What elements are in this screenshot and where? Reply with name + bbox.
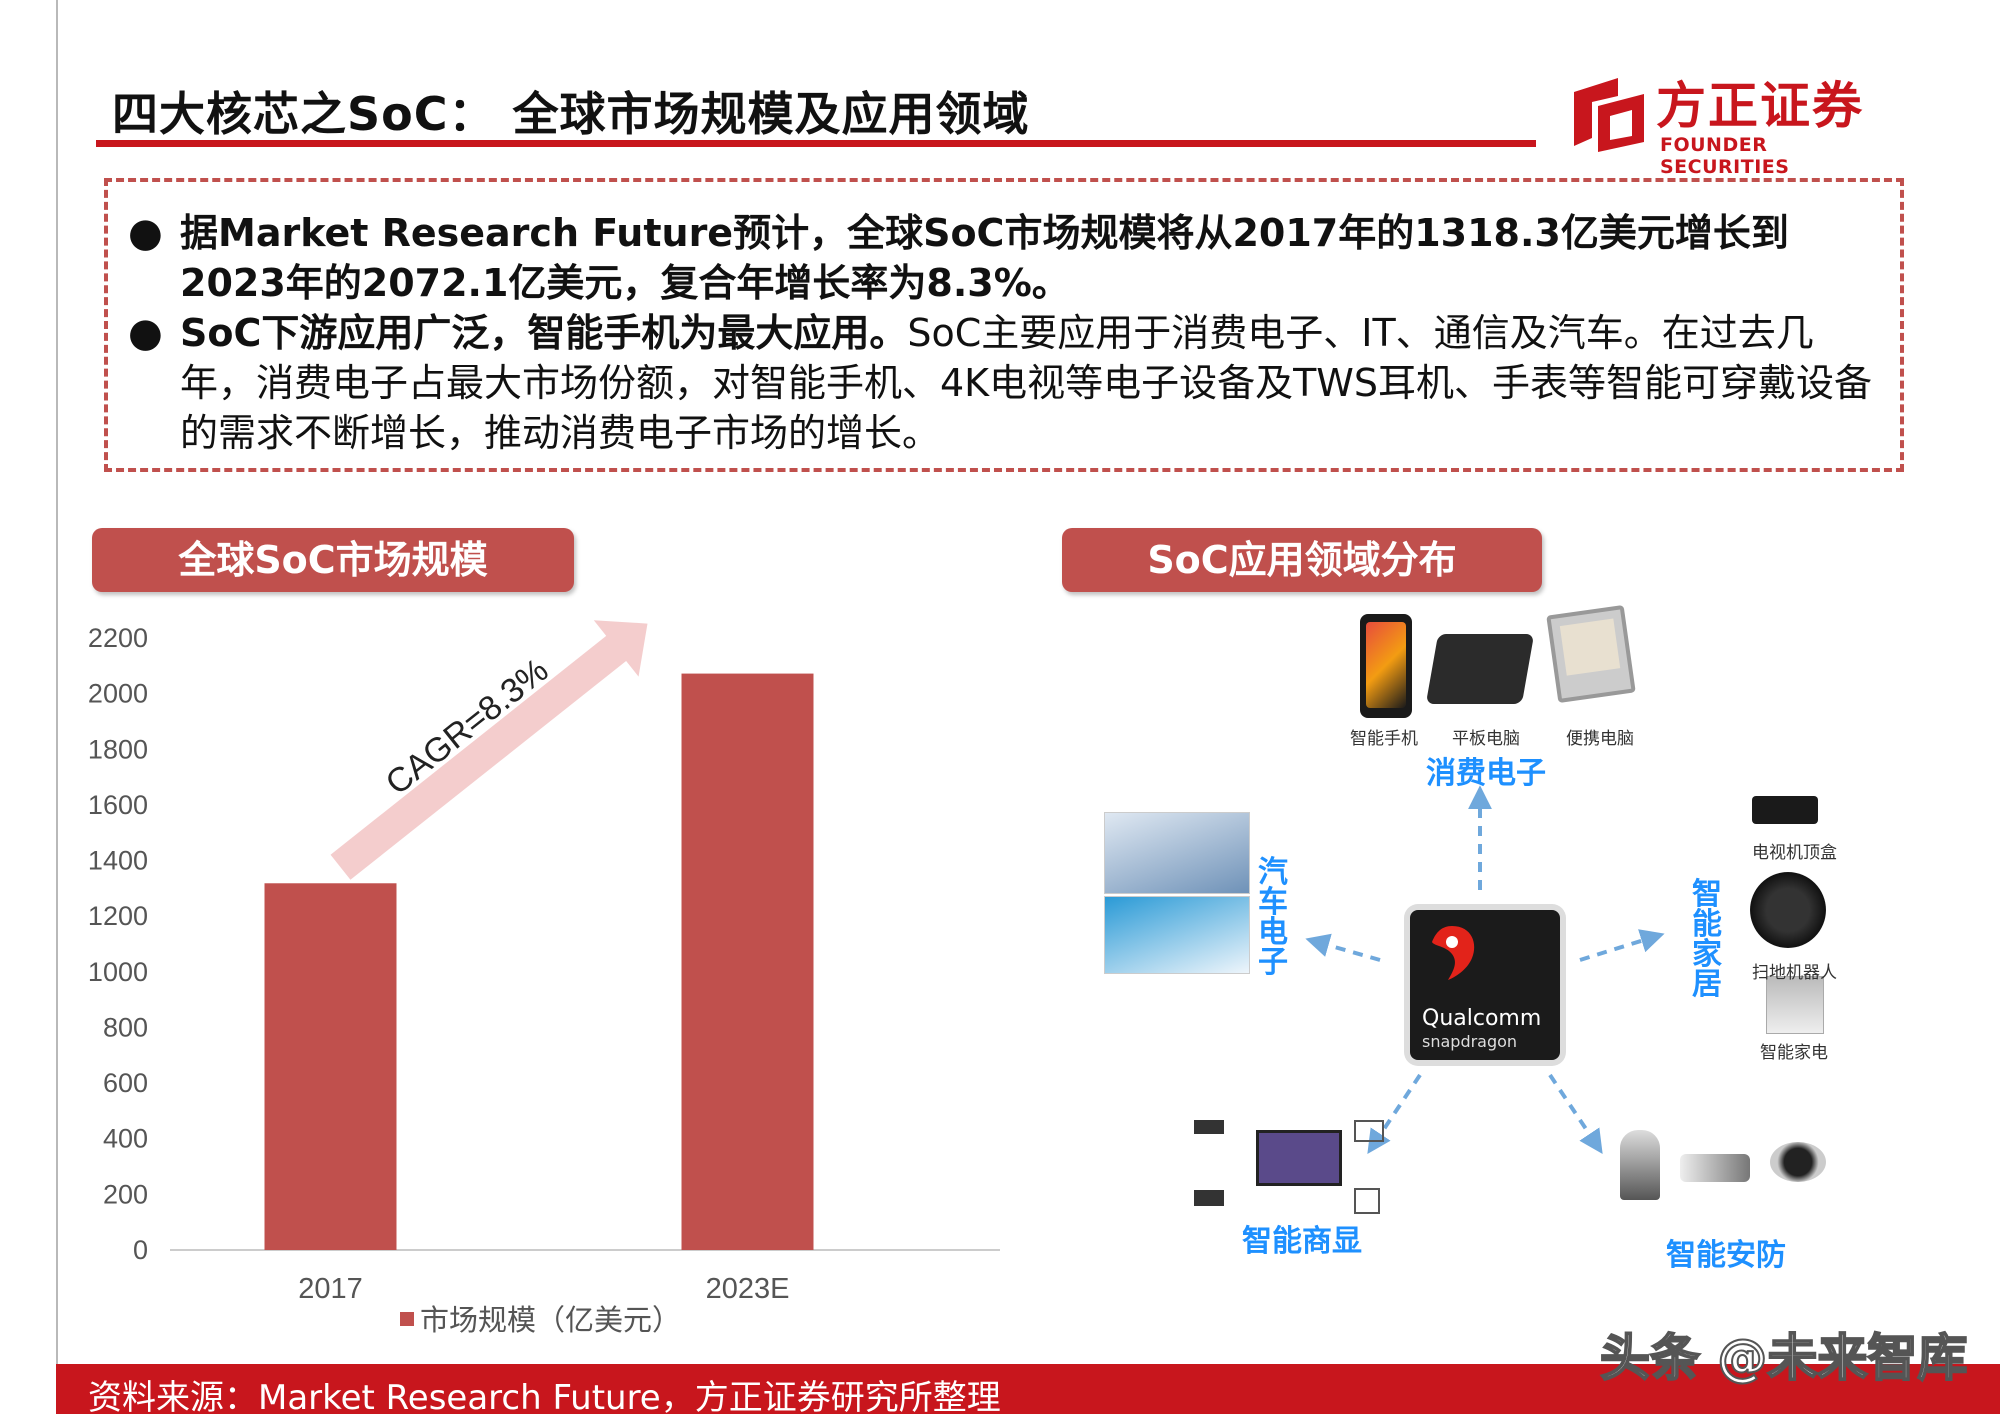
consumer-item-laptop: 便携电脑: [1566, 729, 1634, 749]
y-tick-label: 2200: [88, 623, 148, 653]
logo-name-cn: 方正证券: [1656, 77, 1864, 135]
founder-logo-icon: [1574, 78, 1644, 152]
bullet-2: SoC下游应用广泛，智能手机为最大应用。SoC主要应用于消费电子、IT、通信及汽…: [180, 308, 1880, 458]
footer-bar: 资料来源：Market Research Future，方正证券研究所整理: [56, 1364, 2000, 1418]
legend-label: 市场规模（亿美元）: [420, 1303, 681, 1337]
bar-2023E: [681, 673, 814, 1250]
chip-brand: Qualcomm: [1422, 1006, 1542, 1031]
logo-name-en: FOUNDER SECURITIES: [1660, 134, 1790, 178]
set-top-box-image: [1752, 796, 1818, 824]
watermark: 头条 @未来智库: [1599, 1328, 1968, 1388]
x-tick-label: 2017: [298, 1273, 363, 1305]
bullet-1-bold: 据Market Research Future预计，全球SoC市场规模将从201…: [180, 211, 1789, 305]
x-tick-label: 2023E: [706, 1273, 790, 1305]
y-tick-label: 400: [103, 1124, 148, 1154]
car-image-bottom: [1104, 896, 1250, 974]
left-border-line: [56, 0, 58, 1414]
y-tick-label: 200: [103, 1179, 148, 1209]
diagram-connectors: [1305, 785, 1665, 1154]
snapdragon-logo-icon: [1432, 926, 1475, 980]
robot-vacuum-image: [1750, 872, 1826, 948]
page-title: 四大核芯之SoC： 全球市场规模及应用领域: [112, 87, 1030, 141]
y-tick-label: 1200: [88, 901, 148, 931]
consumer-electronics-label: 消费电子: [1426, 756, 1546, 791]
y-tick-label: 1000: [88, 957, 148, 987]
y-tick-label: 600: [103, 1068, 148, 1098]
security-label: 智能安防: [1666, 1238, 1786, 1273]
car-image-top: [1104, 812, 1250, 894]
founder-securities-logo: 方正证券 FOUNDER SECURITIES: [1566, 72, 1886, 178]
snapdragon-chip: Qualcomm snapdragon: [1410, 910, 1560, 1060]
home-item-robot: 扫地机器人: [1752, 963, 1837, 983]
y-tick-label: 2000: [88, 679, 148, 709]
market-size-chart: 0 200 400 600 800 1000 1200 1400 1600 1800 2000 220…: [60, 600, 1020, 1360]
bullet-dot-icon: ●: [128, 210, 163, 256]
security-camera-images: [1620, 1130, 1860, 1210]
appliance-image: [1766, 976, 1824, 1034]
market-size-chart-svg: 0 200 400 600 800 1000 1200 1400 1600 1800 2000 220…: [88, 620, 1000, 1337]
tablet-image: [1425, 634, 1535, 704]
y-tick-label: 800: [103, 1012, 148, 1042]
home-item-appliance: 智能家电: [1760, 1043, 1828, 1063]
smartphone-image: [1360, 614, 1412, 718]
bullet-2-text: SoC主要应用于消费电子、IT、通信及汽车。在过去几年，消费电子占最大市场份额，…: [180, 311, 1873, 455]
chip-sub: snapdragon: [1422, 1032, 1518, 1051]
smart-home-label: 智能家居: [1692, 877, 1722, 1002]
automotive-electronics-label: 汽车电子: [1258, 855, 1288, 980]
laptop-image: [1546, 605, 1636, 703]
bullet-dot-icon: ●: [128, 310, 163, 356]
commercial-display-image: [1256, 1130, 1342, 1186]
title-underline: [96, 140, 1536, 147]
summary-box: ● 据Market Research Future预计，全球SoC市场规模将从2…: [104, 178, 1904, 472]
y-tick-label: 1600: [88, 790, 148, 820]
diagram-section-title: SoC应用领域分布: [1062, 528, 1542, 592]
chart-section-title: 全球SoC市场规模: [92, 528, 574, 592]
bullet-2-bold: SoC下游应用广泛，智能手机为最大应用。: [180, 311, 908, 355]
y-tick-label: 1800: [88, 734, 148, 764]
footer-source: 资料来源：Market Research Future，方正证券研究所整理: [88, 1378, 1001, 1418]
commercial-display-label: 智能商显: [1242, 1224, 1362, 1259]
y-tick-label: 1400: [88, 846, 148, 876]
bar-2017: [264, 883, 397, 1250]
consumer-item-tablet: 平板电脑: [1452, 729, 1520, 749]
soc-application-diagram: Qualcomm snapdragon 智能手机 平板电脑 便携电脑 消费电子 …: [1060, 590, 1960, 1330]
cagr-arrow: [330, 620, 648, 880]
consumer-item-phone: 智能手机: [1350, 729, 1418, 749]
legend-swatch: [400, 1312, 414, 1326]
y-tick-label: 0: [133, 1235, 148, 1265]
home-item-settopbox: 电视机顶盒: [1752, 843, 1837, 863]
display-device-icons: [1194, 1120, 1384, 1214]
bullet-1: 据Market Research Future预计，全球SoC市场规模将从201…: [180, 208, 1880, 308]
